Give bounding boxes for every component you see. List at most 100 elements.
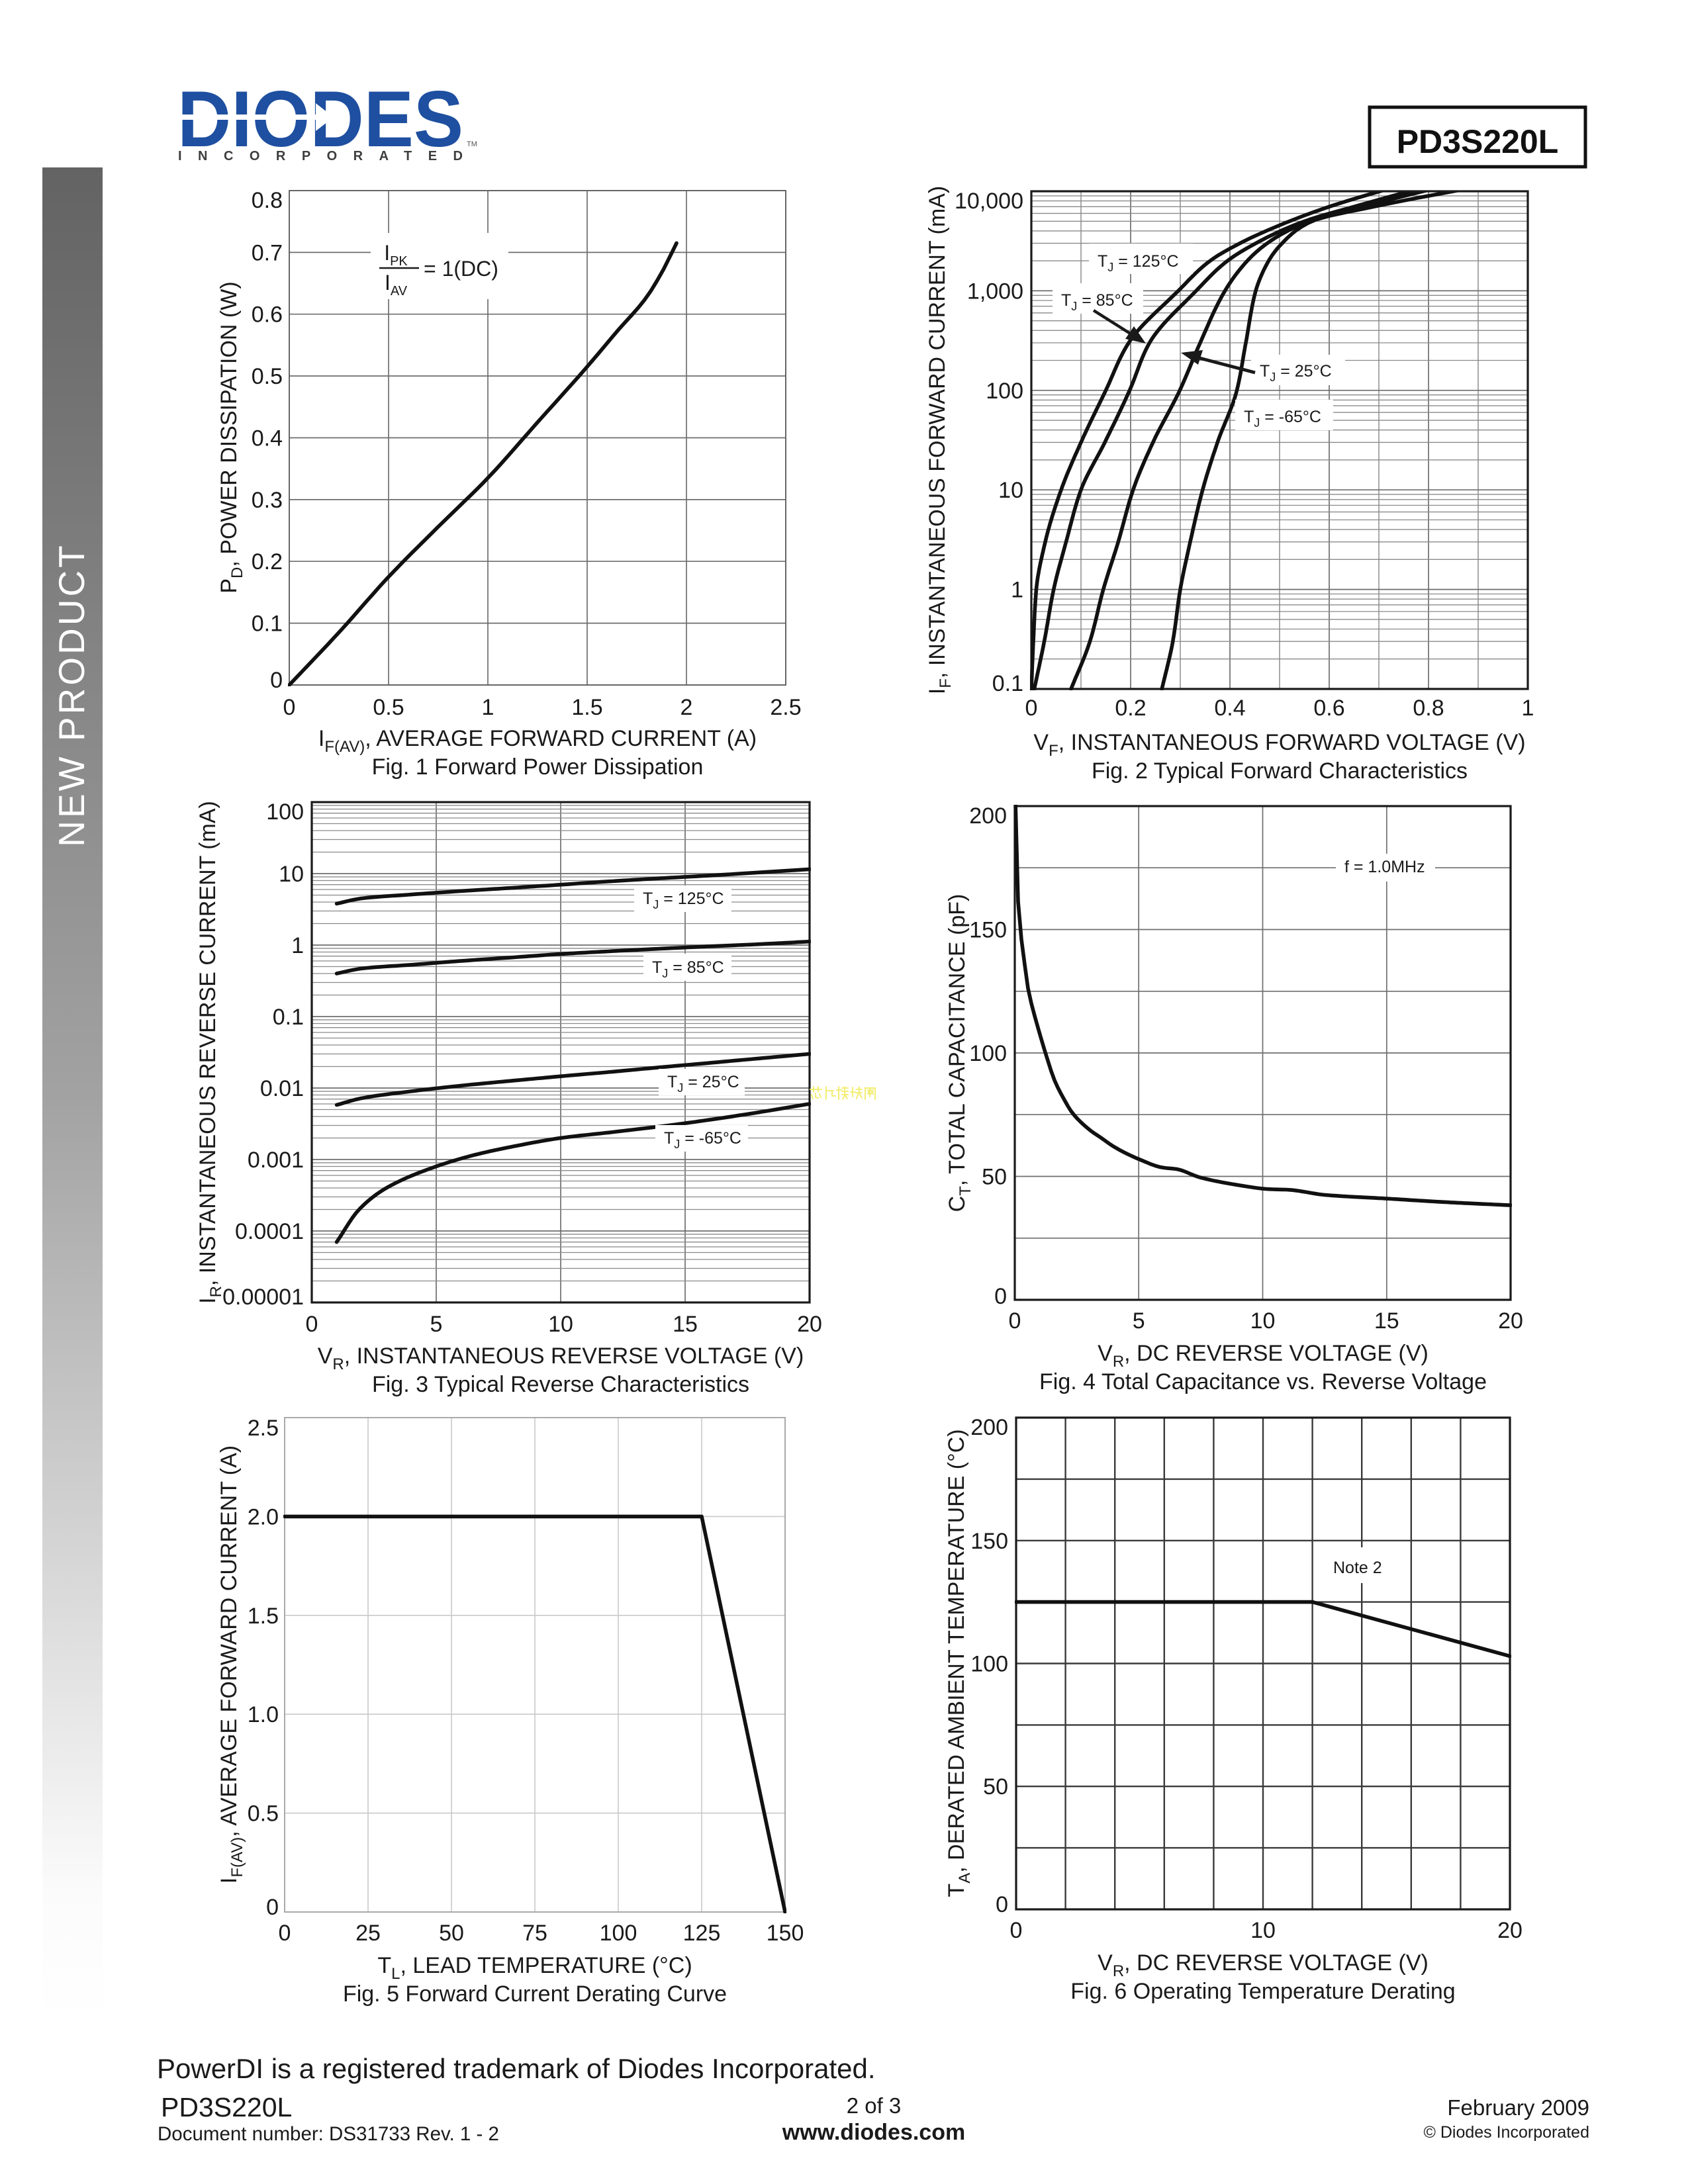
svg-text:Fig. 6 Operating Temperature: Fig. 6 Operating Temperature Derating [1070,1979,1455,2004]
svg-text:TJ = -65°C: TJ = -65°C [1244,408,1321,430]
svg-text:1: 1 [482,695,494,720]
svg-text:February 2009: February 2009 [1447,2095,1589,2120]
svg-text:VR, DC REVERSE VOLTAGE (V): VR, DC REVERSE VOLTAGE (V) [1098,1950,1429,1980]
svg-text:0.0001: 0.0001 [235,1219,304,1244]
svg-text:0.1: 0.1 [252,612,283,637]
svg-text:PD3S220L: PD3S220L [1397,123,1559,160]
svg-text:50: 50 [982,1165,1007,1190]
svg-text:10,000: 10,000 [955,189,1023,214]
svg-text:100: 100 [969,1041,1007,1066]
svg-text:0.8: 0.8 [1413,696,1444,721]
svg-text:IF, INSTANTANEOUS FORWARD CURR: IF, INSTANTANEOUS FORWARD CURRENT (mA) [925,186,955,694]
svg-text:TJ = -65°C: TJ = -65°C [664,1129,741,1151]
svg-text:0: 0 [994,1284,1007,1309]
svg-text:125: 125 [683,1921,721,1946]
svg-text:0: 0 [306,1312,318,1337]
svg-text:www.diodes.com: www.diodes.com [782,2120,965,2145]
svg-text:5: 5 [430,1312,443,1337]
svg-text:Fig. 4 Total Capacitance vs.: Fig. 4 Total Capacitance vs. Reverse Vol… [1039,1369,1487,1394]
svg-text:0.7: 0.7 [252,240,283,265]
svg-text:0.2: 0.2 [252,549,283,574]
svg-text:10: 10 [1250,1918,1276,1943]
svg-text:IR, INSTANTANEOUS REVERSE CURR: IR, INSTANTANEOUS REVERSE CURRENT (mA) [195,801,225,1304]
svg-text:Fig. 2 Typical Forward Charact: Fig. 2 Typical Forward Characteristics [1092,758,1468,784]
svg-text:VR, INSTANTANEOUS REVERSE VOLT: VR, INSTANTANEOUS REVERSE VOLTAGE (V) [318,1343,804,1373]
svg-text:= 1(DC): = 1(DC) [424,257,498,281]
svg-text:Fig. 3 Typical Reverse Charact: Fig. 3 Typical Reverse Characteristics [372,1372,749,1397]
svg-text:0.01: 0.01 [260,1076,304,1101]
svg-text:TA, DERATED AMBIENT TEMPERATUR: TA, DERATED AMBIENT TEMPERATURE (°C) [944,1429,974,1897]
svg-text:VR, DC REVERSE VOLTAGE (V): VR, DC REVERSE VOLTAGE (V) [1098,1341,1429,1371]
svg-text:0.3: 0.3 [252,488,283,513]
svg-text:0: 0 [1025,696,1038,721]
svg-text:0.6: 0.6 [252,302,283,328]
svg-text:1,000: 1,000 [967,279,1023,304]
svg-text:0.4: 0.4 [252,426,283,451]
svg-text:100: 100 [970,1652,1008,1677]
svg-text:10: 10 [998,478,1023,503]
svg-text:20: 20 [1497,1918,1523,1943]
svg-text:TJ = 85°C: TJ = 85°C [652,958,724,980]
svg-text:0: 0 [1009,1308,1021,1334]
svg-text:PD3S220L: PD3S220L [161,2092,292,2122]
svg-text:IF(AV), AVERAGE FORWARD CURREN: IF(AV), AVERAGE FORWARD CURRENT (A) [216,1445,246,1884]
svg-text:0.5: 0.5 [252,364,283,389]
svg-text:TJ = 25°C: TJ = 25°C [667,1073,739,1095]
svg-text:TJ = 125°C: TJ = 125°C [1098,252,1179,274]
svg-text:100: 100 [266,799,304,825]
svg-text:2.5: 2.5 [248,1416,279,1441]
svg-text:0.8: 0.8 [252,188,283,213]
svg-text:0: 0 [270,668,283,693]
svg-text:0.5: 0.5 [248,1801,279,1827]
svg-text:1: 1 [1522,696,1534,721]
svg-text:0: 0 [996,1892,1008,1917]
svg-text:10: 10 [1250,1308,1276,1334]
svg-text:f = 1.0MHz: f = 1.0MHz [1344,858,1425,876]
svg-text:1: 1 [1011,578,1023,603]
svg-text:2 of 3: 2 of 3 [847,2093,902,2118]
svg-text:25: 25 [355,1921,381,1946]
svg-text:Document number: DS31733 Rev.: Document number: DS31733 Rev. 1 - 2 [158,2123,499,2145]
svg-text:0.4: 0.4 [1214,696,1245,721]
svg-text:IF(AV), AVERAGE FORWARD CURREN: IF(AV), AVERAGE FORWARD CURRENT (A) [318,726,757,756]
svg-text:0.001: 0.001 [248,1148,304,1173]
svg-text:0: 0 [1010,1918,1023,1943]
svg-text:TJ = 25°C: TJ = 25°C [1260,362,1332,384]
svg-text:0: 0 [283,695,296,720]
svg-text:1.0: 1.0 [248,1702,279,1727]
svg-text:10: 10 [548,1312,573,1337]
svg-text:200: 200 [969,803,1007,829]
svg-text:150: 150 [970,1529,1008,1554]
svg-text:0.1: 0.1 [273,1005,304,1030]
svg-text:150: 150 [767,1921,804,1946]
svg-text:2: 2 [680,695,693,720]
svg-text:TL, LEAD TEMPERATURE (°C): TL, LEAD TEMPERATURE (°C) [377,1953,692,1983]
svg-text:20: 20 [797,1312,822,1337]
svg-text:200: 200 [970,1415,1008,1440]
svg-text:5: 5 [1133,1308,1145,1334]
svg-text:1.5: 1.5 [571,695,602,720]
svg-text:1: 1 [291,933,304,958]
svg-text:0.2: 0.2 [1115,696,1146,721]
svg-text:10: 10 [279,862,304,887]
svg-text:150: 150 [969,918,1007,943]
svg-text:© Diodes Incorporated: © Diodes Incorporated [1423,2123,1589,2142]
svg-text:2.5: 2.5 [770,695,801,720]
svg-text:0.00001: 0.00001 [222,1285,304,1310]
svg-text:100: 100 [986,379,1023,404]
svg-text:Fig. 5 Forward Current Deratin: Fig. 5 Forward Current Derating Curve [343,1981,727,2007]
svg-text:CT, TOTAL CAPACITANCE (pF): CT, TOTAL CAPACITANCE (pF) [945,894,974,1212]
svg-text:VF, INSTANTANEOUS FORWARD VOLT: VF, INSTANTANEOUS FORWARD VOLTAGE (V) [1033,730,1525,760]
svg-text:TJ = 125°C: TJ = 125°C [643,889,724,911]
svg-text:50: 50 [983,1774,1008,1799]
svg-text:50: 50 [439,1921,464,1946]
svg-text:Fig. 1 Forward Power Dissipati: Fig. 1 Forward Power Dissipation [372,754,704,780]
svg-text:0: 0 [266,1895,279,1920]
svg-text:0: 0 [279,1921,291,1946]
svg-text:2.0: 2.0 [248,1504,279,1529]
svg-text:PowerDI is a registered tradem: PowerDI is a registered trademark of Dio… [157,2053,876,2084]
svg-text:PD, POWER DISSIPATION (W): PD, POWER DISSIPATION (W) [216,281,246,593]
svg-text:IAV: IAV [385,271,408,298]
svg-text:TM: TM [467,140,477,148]
svg-text:100: 100 [600,1921,637,1946]
